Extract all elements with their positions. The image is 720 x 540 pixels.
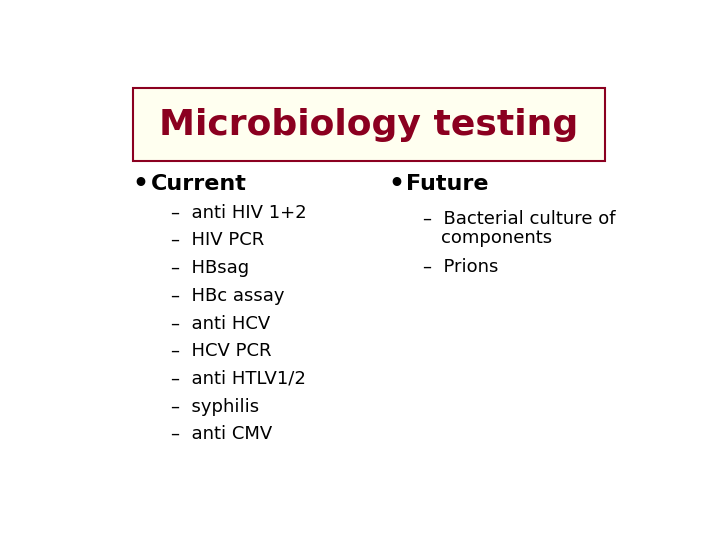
Text: Current: Current xyxy=(150,174,246,194)
Text: •: • xyxy=(132,172,148,196)
Text: –  Bacterial culture of: – Bacterial culture of xyxy=(423,210,616,228)
Text: –  anti HTLV1/2: – anti HTLV1/2 xyxy=(171,370,306,388)
Text: –  syphilis: – syphilis xyxy=(171,397,259,416)
Text: –  anti HIV 1+2: – anti HIV 1+2 xyxy=(171,204,307,221)
Text: –  anti HCV: – anti HCV xyxy=(171,314,271,333)
Text: •: • xyxy=(388,172,405,196)
Text: –  HBsag: – HBsag xyxy=(171,259,250,277)
Text: components: components xyxy=(441,229,552,247)
Text: –  Prions: – Prions xyxy=(423,258,499,275)
Text: –  anti CMV: – anti CMV xyxy=(171,426,273,443)
Text: Microbiology testing: Microbiology testing xyxy=(159,108,579,142)
Text: Future: Future xyxy=(406,174,489,194)
FancyBboxPatch shape xyxy=(132,88,606,161)
Text: –  HIV PCR: – HIV PCR xyxy=(171,231,265,249)
Text: –  HCV PCR: – HCV PCR xyxy=(171,342,272,360)
Text: –  HBc assay: – HBc assay xyxy=(171,287,285,305)
